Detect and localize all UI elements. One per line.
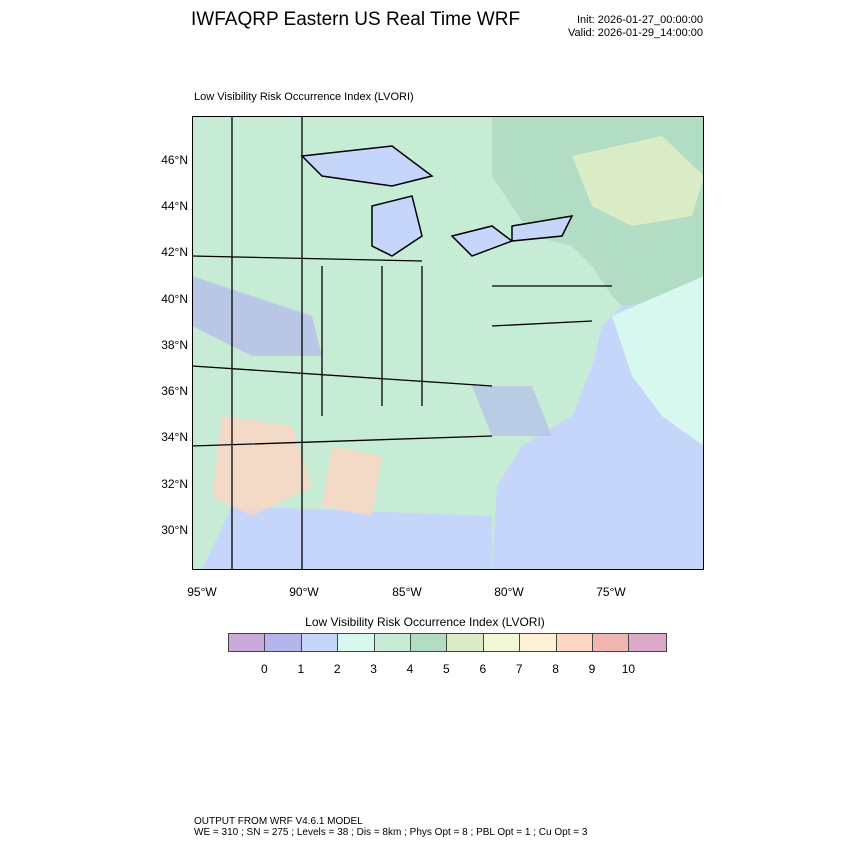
low-index-band: [192, 276, 322, 356]
colorbar-label: 7: [515, 662, 523, 676]
lvori-map: [192, 116, 704, 570]
lon-label: 80°W: [494, 585, 524, 599]
ontario-region: [572, 136, 704, 226]
gulf-of-mexico: [202, 506, 492, 570]
colorbar-label: 1: [297, 662, 305, 676]
colorbar-label: 10: [621, 662, 636, 676]
colorbar-label: 9: [588, 662, 596, 676]
plot-subtitle: Low Visibility Risk Occurrence Index (LV…: [194, 91, 414, 103]
colorbar-cell: [301, 634, 339, 651]
colorbar-label: 4: [406, 662, 414, 676]
valid-time: Valid: 2026-01-29_14:00:00: [568, 27, 703, 39]
colorbar-cell: [229, 634, 266, 651]
great-lakes: [300, 145, 574, 257]
lat-label: 30°N: [161, 523, 188, 537]
lat-label: 40°N: [161, 292, 188, 306]
footer-model: OUTPUT FROM WRF V4.6.1 MODEL: [194, 816, 363, 827]
colorbar-label: 2: [333, 662, 341, 676]
alabama-high-region: [322, 446, 382, 516]
init-time: Init: 2026-01-27_00:00:00: [577, 14, 703, 26]
lon-label: 75°W: [596, 585, 626, 599]
colorbar-cell: [338, 634, 375, 651]
colorbar-cell: [556, 634, 593, 651]
colorbar-cell: [447, 634, 484, 651]
lat-label: 44°N: [161, 199, 188, 213]
lat-label: 36°N: [161, 384, 188, 398]
colorbar-label: 3: [370, 662, 377, 676]
colorbar-label: 0: [261, 662, 268, 676]
colorbar-cell: [483, 634, 521, 651]
lon-label: 90°W: [289, 585, 319, 599]
lat-label: 46°N: [161, 153, 188, 167]
state-borders: [192, 116, 612, 570]
lat-label: 34°N: [161, 430, 188, 444]
colorbar: [228, 633, 667, 652]
colorbar-cell: [520, 634, 557, 651]
lon-label: 85°W: [392, 585, 422, 599]
chart-title: IWFAQRP Eastern US Real Time WRF: [191, 9, 521, 30]
colorbar-cell: [265, 634, 302, 651]
carolina-low-region: [472, 386, 552, 436]
footer-settings: WE = 310 ; SN = 275 ; Levels = 38 ; Dis …: [194, 827, 588, 838]
colorbar-cell: [374, 634, 411, 651]
colorbar-label: 8: [552, 662, 559, 676]
colorbar-label: 5: [443, 662, 450, 676]
colorbar-cell: [592, 634, 630, 651]
lon-label: 95°W: [187, 585, 217, 599]
colorbar-title: Low Visibility Risk Occurrence Index (LV…: [305, 615, 545, 629]
colorbar-cell: [410, 634, 448, 651]
map-frame: [192, 116, 704, 570]
colorbar-label: 6: [479, 662, 487, 676]
high-index-region: [212, 416, 312, 516]
lat-label: 42°N: [161, 245, 188, 259]
lat-label: 38°N: [161, 338, 188, 352]
lat-label: 32°N: [161, 477, 188, 491]
colorbar-cell: [629, 634, 666, 651]
ocean-region: [612, 276, 704, 446]
